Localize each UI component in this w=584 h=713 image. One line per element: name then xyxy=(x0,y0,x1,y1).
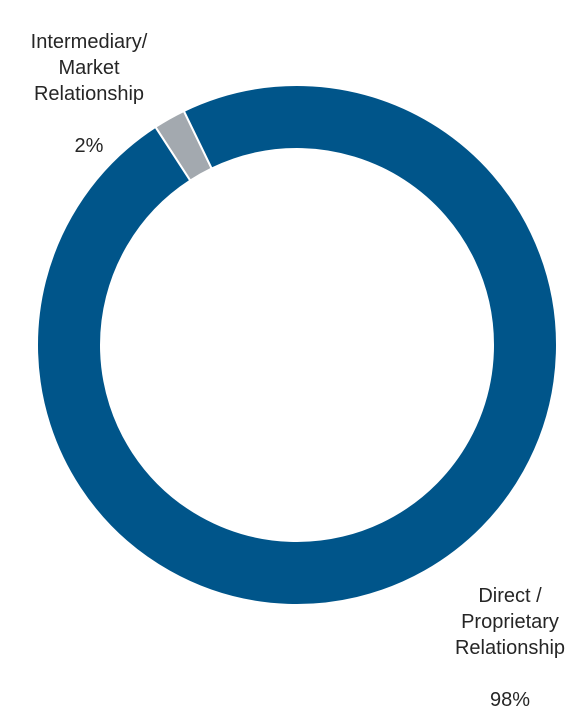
slice-label-intermediary-name: Intermediary/ Market Relationship xyxy=(30,31,148,105)
donut-chart xyxy=(36,84,558,606)
slice-label-direct: Direct / Proprietary Relationship 98% xyxy=(436,557,584,713)
slice-label-direct-value: 98% xyxy=(489,689,531,711)
slice-label-intermediary-value: 2% xyxy=(74,135,104,157)
slice-direct xyxy=(36,84,558,606)
slice-label-direct-name: Direct / Proprietary Relationship xyxy=(454,585,566,659)
slice-label-intermediary: Intermediary/ Market Relationship 2% xyxy=(4,3,174,159)
